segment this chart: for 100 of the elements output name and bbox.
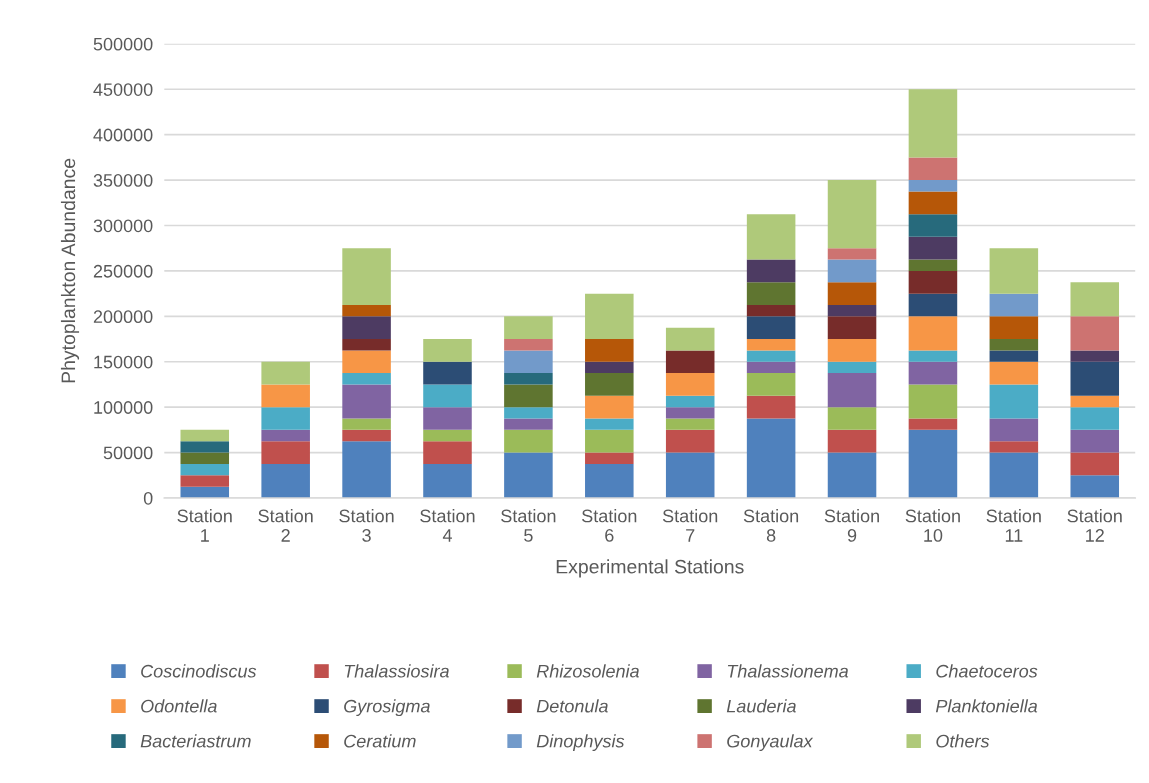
legend-label: Bacteriastrum bbox=[140, 734, 251, 748]
x-tick-label: Station 10 bbox=[905, 509, 960, 542]
bar bbox=[1070, 429, 1120, 453]
bar bbox=[261, 463, 310, 498]
bar bbox=[746, 395, 796, 419]
bar bbox=[585, 418, 634, 430]
bar bbox=[504, 429, 553, 453]
bar bbox=[908, 418, 958, 430]
y-tick-label: 350000 bbox=[93, 174, 153, 187]
x-tick-label: Station 6 bbox=[582, 509, 637, 542]
bar bbox=[908, 270, 958, 294]
bar bbox=[342, 304, 391, 317]
bar bbox=[342, 339, 391, 351]
bar bbox=[342, 373, 391, 385]
bar bbox=[1070, 282, 1120, 317]
bar bbox=[423, 384, 472, 408]
bar bbox=[989, 418, 1039, 442]
bar bbox=[423, 407, 472, 430]
bar bbox=[342, 316, 391, 340]
bar bbox=[665, 418, 715, 430]
bar bbox=[1070, 475, 1120, 498]
bar bbox=[989, 361, 1039, 385]
x-tick-label: Station 11 bbox=[986, 509, 1041, 542]
legend-label: Thalassiosira bbox=[344, 664, 449, 678]
bar bbox=[1070, 350, 1120, 362]
bar bbox=[989, 441, 1039, 453]
x-tick-label: Station 1 bbox=[177, 509, 232, 542]
x-tick-label: Station 9 bbox=[824, 509, 879, 542]
x-axis-title: Experimental Stations bbox=[556, 559, 744, 578]
bar bbox=[342, 441, 391, 498]
bar bbox=[423, 441, 472, 464]
bar bbox=[585, 452, 634, 464]
bar bbox=[908, 429, 958, 498]
legend-label: Gonyaulax bbox=[727, 734, 814, 752]
bar bbox=[585, 373, 634, 396]
bar bbox=[1070, 407, 1120, 430]
bar bbox=[342, 350, 391, 374]
bar bbox=[180, 429, 230, 442]
bar bbox=[908, 384, 958, 419]
bar bbox=[261, 361, 310, 385]
bar bbox=[908, 350, 958, 362]
bar bbox=[989, 339, 1039, 351]
bar bbox=[504, 452, 553, 498]
bar bbox=[665, 407, 715, 419]
bar bbox=[1070, 361, 1120, 396]
y-tick-label: 400000 bbox=[93, 128, 153, 142]
bar bbox=[423, 361, 472, 385]
bar bbox=[423, 429, 472, 442]
bar bbox=[1070, 316, 1120, 351]
bar bbox=[342, 418, 391, 430]
bar bbox=[585, 361, 634, 374]
bar bbox=[585, 395, 634, 419]
bar bbox=[504, 316, 553, 340]
legend-label: Lauderia bbox=[726, 699, 796, 713]
y-tick-label: 500000 bbox=[93, 37, 153, 51]
legend-label: Others bbox=[936, 734, 990, 748]
bar bbox=[908, 361, 958, 385]
bar bbox=[746, 316, 796, 340]
bar bbox=[665, 350, 715, 374]
y-axis-title: Phytoplankton Abundance bbox=[60, 158, 80, 383]
y-tick-label: 100000 bbox=[94, 401, 153, 414]
legend-label: Coscinodiscus bbox=[141, 664, 257, 678]
legend-label: Ceratium bbox=[344, 734, 416, 748]
bar bbox=[908, 293, 958, 317]
y-tick-label: 250000 bbox=[93, 264, 153, 278]
bar bbox=[261, 407, 310, 430]
bar bbox=[585, 293, 634, 340]
legend-label: Chaetoceros bbox=[936, 664, 1038, 678]
bar bbox=[746, 304, 796, 317]
bar bbox=[342, 429, 391, 442]
bar bbox=[504, 339, 553, 351]
legend-label: Rhizosolenia bbox=[536, 664, 639, 678]
bar bbox=[746, 418, 796, 498]
legend-label: Thalassionema bbox=[727, 664, 849, 678]
bar bbox=[504, 418, 553, 430]
bar bbox=[908, 191, 958, 215]
bar bbox=[261, 384, 310, 408]
bar bbox=[180, 441, 230, 453]
x-tick-label: Station 5 bbox=[501, 509, 556, 542]
legend-label: Gyrosigma bbox=[344, 699, 430, 717]
y-tick-label: 450000 bbox=[93, 83, 153, 96]
bar bbox=[665, 452, 715, 498]
y-tick-label: 0 bbox=[143, 491, 153, 505]
bar bbox=[827, 180, 877, 249]
legend-label: Odontella bbox=[141, 699, 217, 713]
bar bbox=[342, 384, 391, 419]
bar bbox=[989, 293, 1039, 317]
bar bbox=[827, 259, 877, 283]
bar bbox=[827, 452, 877, 498]
bar bbox=[827, 248, 877, 260]
bar bbox=[504, 384, 553, 408]
bar bbox=[665, 429, 715, 453]
bar bbox=[1070, 452, 1120, 476]
bar bbox=[827, 339, 877, 362]
bar bbox=[908, 180, 958, 192]
x-tick-label: Station 4 bbox=[420, 509, 475, 542]
bar bbox=[585, 339, 634, 362]
legend-label: Detonula bbox=[536, 699, 608, 713]
bar bbox=[423, 339, 472, 362]
bar bbox=[827, 407, 877, 430]
